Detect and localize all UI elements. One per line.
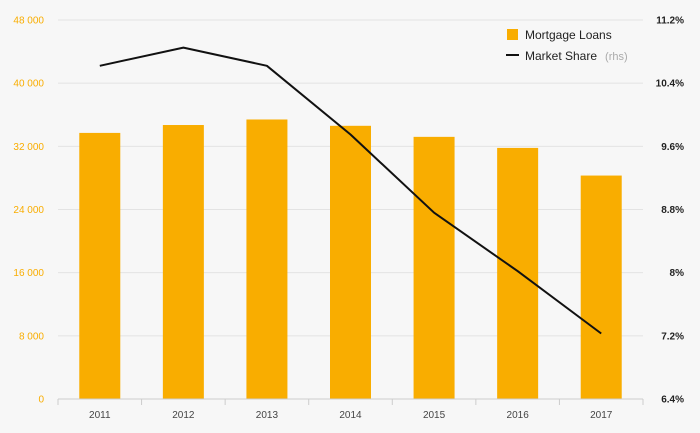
bar-mortgage-loans-2013 — [246, 119, 288, 400]
left-tick-label: 8 000 — [19, 331, 44, 342]
left-y-axis: 0 8 000 16 000 24 000 32 000 40 000 48 000 — [13, 16, 44, 406]
right-tick-label: 9.6% — [661, 142, 684, 153]
left-tick-label: 40 000 — [13, 79, 44, 90]
line-market-share — [99, 46, 602, 335]
bar-mortgage-loans-2014 — [330, 125, 371, 399]
legend: Mortgage Loans Market Share (rhs) — [506, 28, 628, 64]
bar-mortgage-loans-2011 — [79, 132, 121, 400]
right-tick-label: 8.8% — [661, 205, 684, 216]
line-series — [99, 46, 602, 335]
legend-note-rhs: (rhs) — [605, 51, 628, 63]
left-tick-label: 24 000 — [13, 205, 44, 216]
legend-swatch-mortgage-loans — [507, 29, 518, 40]
x-tick-label: 2013 — [256, 410, 279, 421]
bar-series — [79, 119, 622, 400]
right-tick-label: 10.4% — [656, 79, 684, 90]
legend-label-market-share: Market Share — [525, 49, 597, 63]
bar-mortgage-loans-2015 — [413, 136, 455, 399]
left-tick-label: 0 — [38, 395, 44, 406]
x-axis-labels: 2011 2012 2013 2014 2015 2016 2017 — [89, 410, 613, 421]
legend-label-mortgage-loans: Mortgage Loans — [525, 28, 612, 42]
right-y-axis: 6.4% 7.2% 8% 8.8% 9.6% 10.4% 11.2% — [656, 16, 684, 406]
legend-item-market-share: Market Share (rhs) — [525, 47, 628, 64]
left-tick-label: 48 000 — [13, 16, 44, 27]
x-tick-label: 2016 — [507, 410, 530, 421]
x-tick-label: 2017 — [590, 410, 613, 421]
right-tick-label: 11.2% — [656, 16, 684, 27]
right-tick-label: 7.2% — [661, 331, 684, 342]
x-tick-label: 2014 — [339, 410, 362, 421]
left-tick-label: 16 000 — [13, 268, 44, 279]
x-tick-label: 2015 — [423, 410, 446, 421]
bar-mortgage-loans-2012 — [162, 125, 204, 399]
bar-mortgage-loans-2017 — [580, 175, 622, 399]
bar-mortgage-loans-2016 — [497, 147, 539, 399]
x-tick-label: 2011 — [89, 410, 111, 421]
right-tick-label: 8% — [670, 268, 685, 279]
right-tick-label: 6.4% — [661, 395, 684, 406]
x-tick-label: 2012 — [172, 410, 195, 421]
x-axis — [57, 398, 644, 405]
left-tick-label: 32 000 — [13, 142, 44, 153]
